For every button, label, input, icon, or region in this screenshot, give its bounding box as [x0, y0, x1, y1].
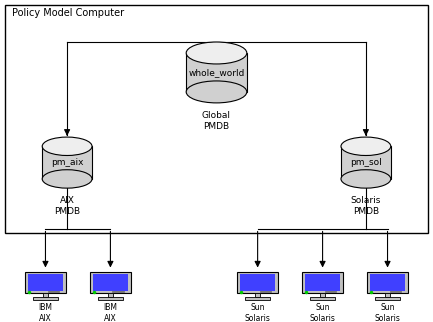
- Bar: [245, 297, 270, 299]
- Bar: [325, 291, 336, 292]
- Bar: [48, 291, 59, 292]
- Bar: [367, 272, 408, 293]
- Text: IBM
AIX: IBM AIX: [103, 303, 117, 322]
- Bar: [33, 297, 58, 299]
- Text: Solaris
PMDB: Solaris PMDB: [351, 196, 381, 216]
- Ellipse shape: [341, 170, 391, 188]
- Text: pm_aix: pm_aix: [51, 158, 84, 167]
- Text: Sun
Solaris: Sun Solaris: [310, 303, 336, 322]
- Bar: [240, 274, 275, 291]
- Bar: [43, 293, 48, 297]
- Bar: [255, 293, 260, 297]
- Bar: [237, 272, 278, 293]
- Bar: [370, 274, 405, 291]
- Bar: [93, 274, 128, 291]
- Ellipse shape: [186, 42, 247, 64]
- Bar: [42, 146, 92, 179]
- Bar: [260, 291, 271, 292]
- Text: pm_sol: pm_sol: [350, 158, 382, 167]
- Text: AIX
PMDB: AIX PMDB: [54, 196, 80, 216]
- Ellipse shape: [42, 137, 92, 156]
- Bar: [90, 272, 131, 293]
- Ellipse shape: [341, 137, 391, 156]
- Bar: [385, 293, 390, 297]
- Ellipse shape: [42, 170, 92, 188]
- Text: Global
PMDB: Global PMDB: [202, 111, 231, 131]
- Bar: [108, 293, 113, 297]
- Text: Sun
Solaris: Sun Solaris: [245, 303, 271, 322]
- Bar: [25, 272, 66, 293]
- Bar: [98, 297, 123, 299]
- Bar: [390, 291, 401, 292]
- Bar: [375, 297, 400, 299]
- Text: whole_world: whole_world: [188, 68, 245, 77]
- Text: Sun
Solaris: Sun Solaris: [375, 303, 401, 322]
- Bar: [310, 297, 335, 299]
- Bar: [113, 291, 124, 292]
- Bar: [305, 274, 340, 291]
- Text: Policy Model Computer: Policy Model Computer: [12, 8, 124, 18]
- Bar: [186, 53, 247, 92]
- Ellipse shape: [186, 81, 247, 103]
- Bar: [320, 293, 325, 297]
- Bar: [5, 5, 428, 233]
- Bar: [341, 146, 391, 179]
- Bar: [28, 274, 63, 291]
- Text: IBM
AIX: IBM AIX: [39, 303, 52, 322]
- Bar: [302, 272, 343, 293]
